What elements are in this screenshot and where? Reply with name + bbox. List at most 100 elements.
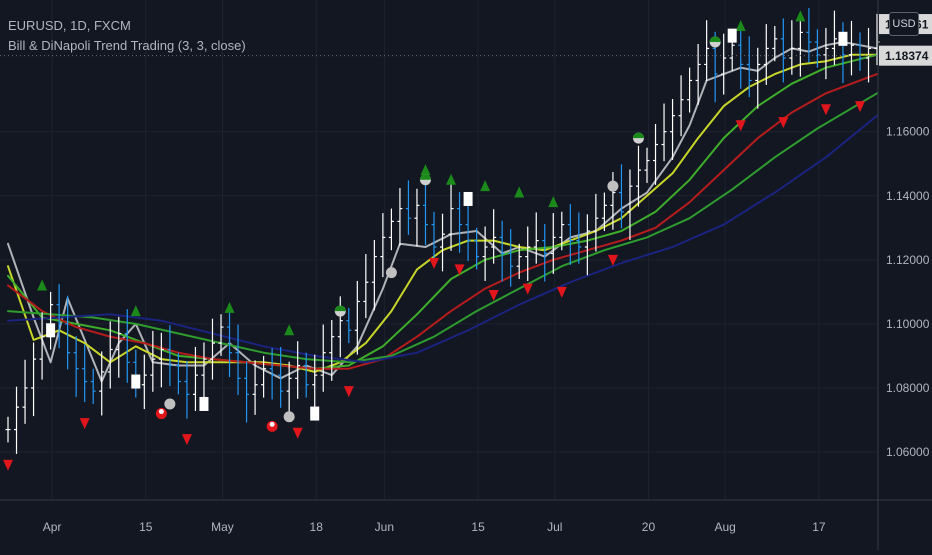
red-dot-highlight [158, 409, 164, 415]
ohlc-bar [440, 213, 446, 272]
ma-line-sma3 [7, 41, 878, 383]
ohlc-bar [295, 341, 301, 399]
ohlc-bar [772, 26, 778, 62]
ohlc-bar [831, 10, 837, 66]
ohlc-bar [73, 336, 79, 397]
ohlc-bar [278, 346, 284, 408]
ohlc-bar [329, 320, 335, 381]
x-tick-label: Jun [375, 520, 394, 534]
fractal-down-marker [855, 101, 865, 113]
ohlc-bar [755, 47, 761, 109]
ohlc-bar [218, 314, 224, 356]
fractal-down-marker [735, 120, 746, 132]
ma-line-ema_navy [7, 114, 878, 364]
fractal-up-marker [284, 324, 295, 336]
y-tick-label: 1.12000 [886, 253, 930, 267]
fractal-up-marker [37, 279, 48, 291]
fractal-down-marker [181, 434, 192, 446]
ohlc-bar [593, 193, 599, 252]
ma-line-ema_green_light [7, 53, 878, 370]
symbol-title[interactable]: EURUSD, 1D, FXCM [8, 18, 131, 33]
ohlc-bar [363, 254, 369, 319]
grey-dot-marker [607, 180, 619, 192]
ohlc-bar [14, 386, 20, 454]
ohlc-bar [158, 332, 164, 388]
fractal-down-marker [292, 427, 303, 439]
ohlc-bar [567, 204, 573, 265]
x-tick-label: 15 [471, 520, 485, 534]
ohlc-bar [82, 344, 88, 403]
ohlc-bar [789, 20, 795, 75]
ohlc-bar [371, 239, 377, 311]
white-square-marker [46, 323, 56, 338]
ohlc-bar [337, 296, 343, 358]
ohlc-bar [542, 223, 548, 282]
fractal-down-marker [343, 386, 354, 398]
signal-markers-layer [3, 10, 865, 471]
price-tag-box [879, 45, 932, 66]
ohlc-bars-layer [5, 8, 880, 454]
ohlc-bar [192, 346, 198, 411]
ohlc-bar [474, 227, 480, 270]
green-dot-cap [709, 36, 721, 43]
ohlc-bar [141, 354, 147, 410]
ohlc-bar [90, 368, 96, 404]
white-square-marker [310, 406, 320, 421]
ohlc-bar [848, 20, 854, 76]
price-tag-label: 1.18374 [885, 49, 929, 63]
ohlc-bar [346, 307, 352, 344]
fractal-up-marker [795, 10, 806, 22]
ohlc-bar [133, 349, 139, 398]
ohlc-bar [380, 213, 386, 278]
x-tick-label: Aug [714, 520, 735, 534]
fractal-up-marker [446, 173, 457, 185]
ohlc-bar [491, 209, 497, 264]
ohlc-bar [780, 18, 786, 83]
white-square-marker [838, 31, 848, 46]
fractal-up-marker [514, 186, 525, 198]
ohlc-bar [695, 43, 701, 105]
ohlc-bar [635, 145, 641, 207]
fractal-down-marker [607, 254, 618, 266]
ohlc-bar [22, 359, 28, 424]
ohlc-bar [405, 180, 411, 235]
grey-dot-marker [385, 267, 397, 279]
ohlc-bar [508, 229, 514, 287]
ohlc-bar [5, 416, 11, 443]
ohlc-bar [814, 29, 820, 68]
ohlc-bar [422, 181, 428, 246]
white-square-marker [131, 374, 141, 389]
fractal-down-marker [79, 418, 90, 430]
ohlc-bar [525, 226, 531, 281]
ohlc-bar [516, 243, 522, 280]
ohlc-bar [465, 200, 471, 262]
x-tick-label: 17 [812, 520, 826, 534]
ohlc-bar [167, 325, 173, 387]
fractal-down-marker [3, 459, 13, 471]
x-tick-label: May [211, 520, 234, 534]
ohlc-bar [261, 355, 267, 398]
ohlc-bar [746, 36, 752, 98]
currency-button[interactable]: USD [889, 12, 919, 36]
white-square-marker [463, 191, 473, 206]
ohlc-bar [806, 8, 812, 63]
ohlc-bar [303, 352, 309, 398]
ohlc-bar [252, 360, 258, 415]
ohlc-bar [397, 188, 403, 246]
ohlc-bar [653, 124, 659, 185]
x-tick-label: Apr [43, 520, 62, 534]
ohlc-bar [874, 13, 880, 66]
indicator-title[interactable]: Bill & DiNapoli Trend Trading (3, 3, clo… [8, 38, 246, 53]
fractal-down-marker [556, 286, 567, 298]
grey-dot-marker [164, 398, 176, 410]
ma-line-ema_green [7, 92, 878, 364]
ohlc-bar [670, 99, 676, 160]
ohlc-bar [661, 103, 667, 162]
ohlc-bar [150, 330, 156, 392]
ohlc-bar [414, 188, 420, 247]
ohlc-bar [56, 284, 62, 349]
grid-layer [0, 0, 878, 500]
fractal-up-marker [548, 196, 559, 208]
